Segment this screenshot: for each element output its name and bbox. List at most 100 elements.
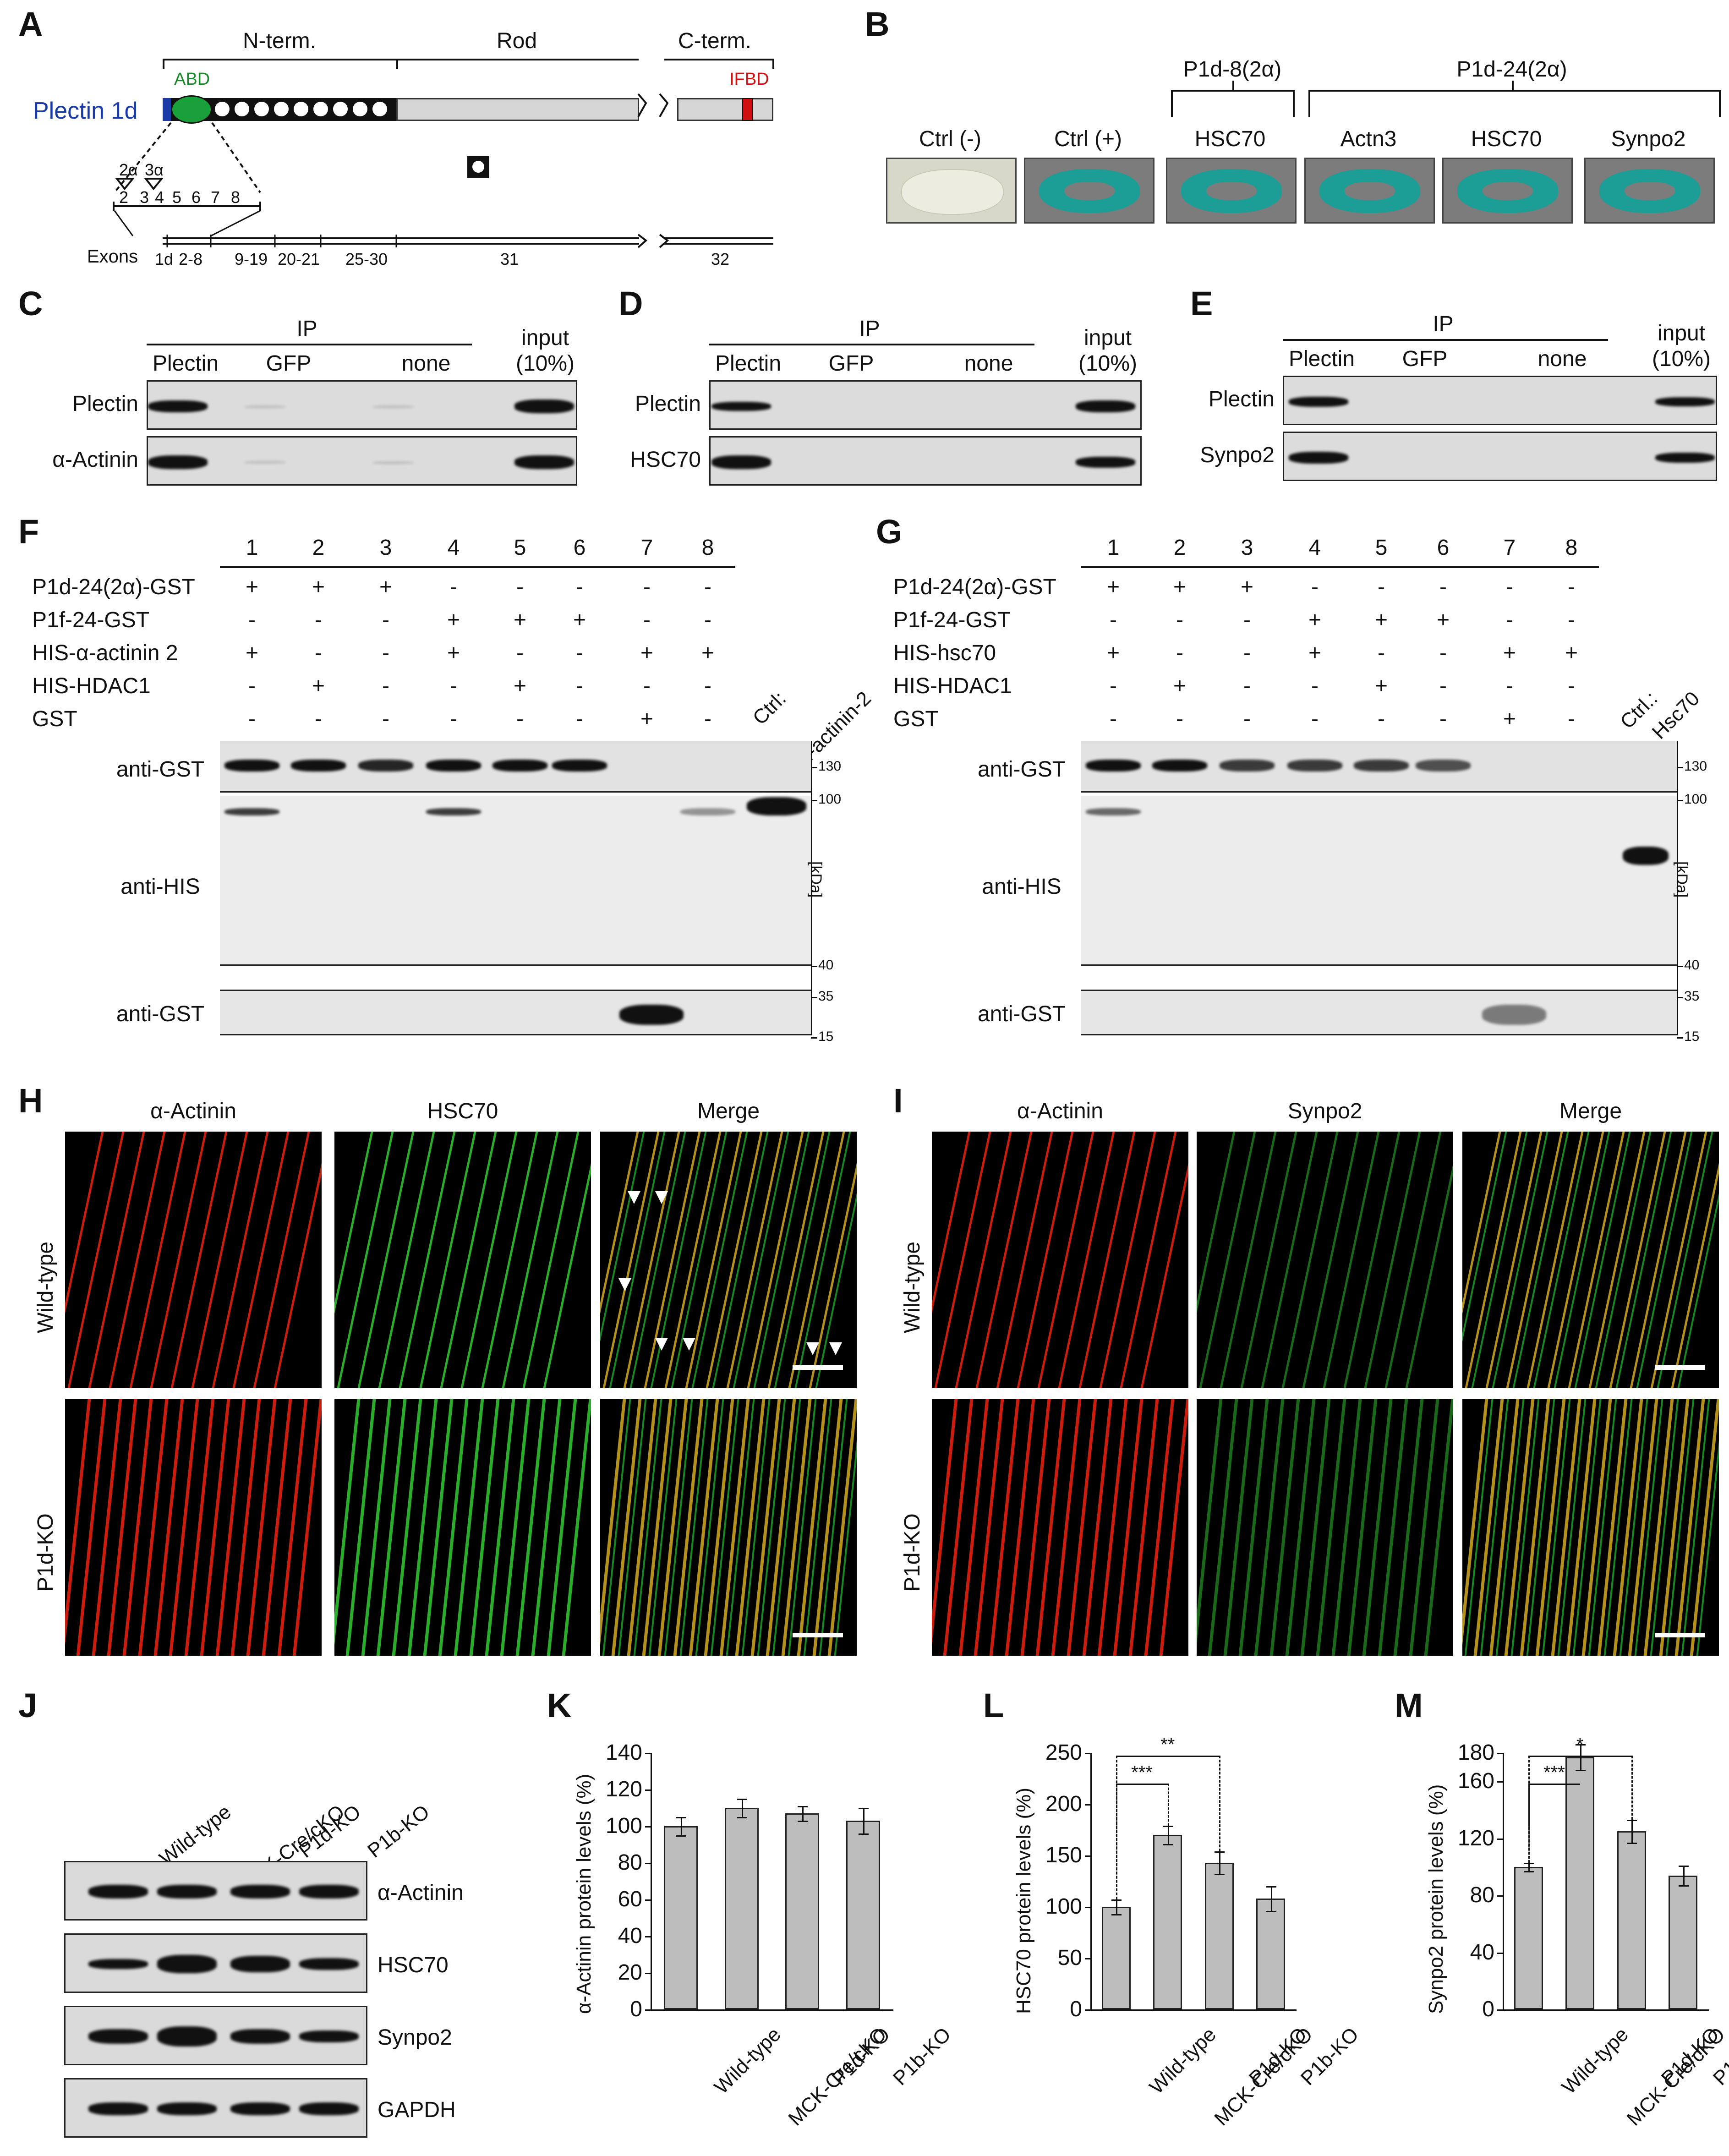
striation	[1377, 1399, 1409, 1656]
panel-label-k: K	[547, 1686, 572, 1724]
condition-sign: -	[248, 674, 256, 698]
striation	[276, 1399, 309, 1656]
condition-sign: -	[1110, 608, 1117, 632]
micrograph-column-label: α-Actinin	[1017, 1099, 1103, 1123]
blot-row-label: HSC70	[630, 448, 701, 472]
striation	[334, 1399, 361, 1656]
x-axis	[1090, 2009, 1297, 2011]
blot-label: anti-GST	[977, 757, 1066, 782]
blot-band	[372, 405, 414, 408]
error-cap	[1266, 1886, 1276, 1888]
y-tick-label: 60	[618, 1887, 642, 1911]
group-label-p1d-24: P1d-24(2α)	[1456, 57, 1567, 82]
blot-band	[299, 2030, 359, 2042]
striation	[1222, 1399, 1255, 1656]
striation	[561, 1399, 591, 1656]
ifbd-label: IFBD	[729, 70, 769, 89]
condition-sign: -	[516, 707, 524, 731]
panel-label-c: C	[18, 285, 43, 323]
x-tick-label: P1d-KO	[828, 2023, 895, 2090]
condition-sign: -	[1568, 608, 1575, 632]
condition-sign: -	[1311, 575, 1319, 599]
ctrl-label: Ctrl:	[748, 687, 791, 729]
y-tick	[1085, 1804, 1090, 1806]
striation	[1143, 1399, 1176, 1656]
blot-label: anti-HIS	[982, 875, 1061, 899]
condition-sign: -	[1568, 575, 1575, 599]
y-tick	[645, 2009, 651, 2011]
striation	[1019, 1399, 1052, 1656]
striation-green	[1462, 1132, 1509, 1388]
blot-band	[1354, 760, 1409, 772]
striation	[942, 1399, 974, 1656]
repeat-dot	[333, 102, 348, 116]
blot-label: anti-GST	[116, 757, 205, 782]
blot-anti-his	[1081, 796, 1677, 966]
blot-band	[224, 760, 279, 772]
striation	[1034, 1399, 1067, 1656]
error-cap	[737, 1799, 747, 1800]
input-pct-label: (10%)	[1078, 351, 1138, 376]
micrograph	[65, 1399, 322, 1656]
y-tick-label: 180	[1457, 1740, 1494, 1765]
y-tick-label: 120	[1457, 1826, 1494, 1850]
panel-a-domain-map: N-term. Rod C-term. Plectin 1d ABD IFBD	[0, 0, 779, 275]
repeat-dot	[254, 102, 269, 116]
condition-sign: +	[312, 674, 325, 698]
striation	[245, 1399, 278, 1656]
mw-tick	[811, 800, 817, 801]
bar	[1669, 1875, 1698, 2009]
y-axis	[651, 1753, 652, 2009]
blot-band	[244, 461, 285, 464]
lane-label: P1b-KO	[363, 1800, 434, 1862]
blot-band	[157, 2026, 217, 2047]
bar	[724, 1808, 759, 2009]
significance-stars: **	[1160, 1734, 1175, 1755]
condition-sign: +	[379, 575, 393, 599]
error-cap	[1215, 1851, 1225, 1853]
error-cap	[798, 1821, 808, 1822]
condition-sign: -	[1439, 674, 1447, 698]
blot-row-label: α-Actinin	[52, 448, 138, 472]
y-tick-label: 100	[1045, 1894, 1082, 1919]
condition-sign: +	[447, 641, 460, 665]
blot-label: α-Actinin	[378, 1881, 464, 1905]
ip-bracket	[147, 344, 472, 345]
y-tick-label: 100	[605, 1814, 642, 1838]
panel-label-m: M	[1395, 1686, 1423, 1724]
colony-center	[1483, 182, 1533, 200]
blot-band	[1655, 397, 1715, 406]
striation	[65, 1399, 92, 1656]
colony-center	[1064, 182, 1115, 200]
striation	[214, 1399, 247, 1656]
repeat-dot	[372, 102, 387, 116]
lane-number: 5	[514, 536, 526, 560]
bar	[785, 1813, 820, 2009]
blot-band	[88, 2029, 148, 2044]
striation	[1096, 1399, 1129, 1656]
region-label-nterm: N-term.	[243, 29, 316, 53]
blot-band	[157, 1885, 217, 1899]
condition-sign: +	[1565, 641, 1578, 665]
lane-number: 1	[246, 536, 258, 560]
y-tick	[1497, 1952, 1503, 1954]
bar	[1101, 1907, 1131, 2009]
lane-number: 3	[379, 536, 392, 560]
input-label: input	[1083, 326, 1132, 350]
y-tick-label: 250	[1045, 1740, 1082, 1765]
condition-label: HIS-HDAC1	[32, 674, 151, 698]
y-tick	[645, 1936, 651, 1937]
input-label: input	[521, 326, 569, 350]
blot-band	[680, 808, 735, 815]
lane-number: 7	[1503, 536, 1516, 560]
striation	[530, 1399, 563, 1656]
blot-band	[230, 1885, 290, 1899]
condition-label: HIS-HDAC1	[893, 674, 1012, 698]
group-label-p1d-8: P1d-8(2α)	[1183, 57, 1282, 82]
bar	[1565, 1757, 1595, 2009]
condition-sign: +	[513, 608, 527, 632]
colony-center	[1345, 182, 1395, 200]
input-label: input	[1657, 321, 1706, 345]
y-tick	[645, 1899, 651, 1901]
striation	[391, 1399, 423, 1656]
